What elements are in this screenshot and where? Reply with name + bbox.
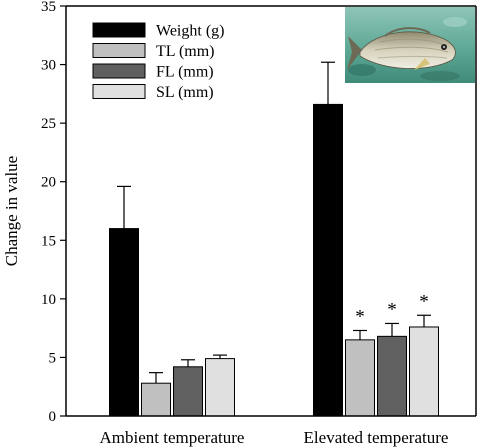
bar [109, 228, 139, 417]
x-ticks-layer: Ambient temperature Elevated temperature [100, 428, 449, 447]
legend-swatch [92, 43, 146, 58]
y-tick-label: 25 [41, 116, 56, 132]
y-tick-label: 5 [49, 350, 57, 366]
legend-label: FL (mm) [156, 64, 214, 81]
significance-marker: * [355, 306, 365, 327]
y-tick-label: 30 [41, 58, 56, 74]
legend-label: TL (mm) [156, 43, 215, 60]
x-tick-label: Elevated temperature [304, 428, 449, 447]
significance-marker: * [387, 299, 397, 320]
legend-swatch [92, 63, 146, 79]
y-ticks-layer: 0 5 10 15 20 25 30 35 [41, 0, 66, 425]
bar [313, 103, 343, 417]
bar [173, 366, 203, 417]
legend-label: SL (mm) [156, 84, 214, 101]
legend-swatch [92, 84, 146, 99]
y-tick-label: 10 [41, 292, 56, 308]
legend: Weight (g) TL (mm) FL (mm) SL (mm) [92, 22, 224, 101]
y-tick-label: 20 [41, 175, 56, 191]
y-axis-label: Change in value [2, 156, 21, 266]
fish-photo-inset [345, 7, 475, 83]
bar [409, 326, 439, 417]
y-tick-label: 0 [49, 409, 57, 425]
significance-markers-layer: * * * [355, 291, 429, 327]
bar [345, 339, 375, 417]
bars-layer [109, 103, 439, 417]
bar [205, 358, 235, 417]
bar [141, 382, 171, 417]
significance-marker: * [419, 291, 429, 312]
y-tick-label: 35 [41, 0, 56, 15]
x-tick-label: Ambient temperature [100, 428, 245, 447]
error-bars-layer [117, 61, 431, 384]
y-tick-label: 15 [41, 233, 56, 249]
legend-swatch [92, 22, 146, 38]
bar [377, 335, 407, 417]
legend-label: Weight (g) [156, 23, 224, 40]
